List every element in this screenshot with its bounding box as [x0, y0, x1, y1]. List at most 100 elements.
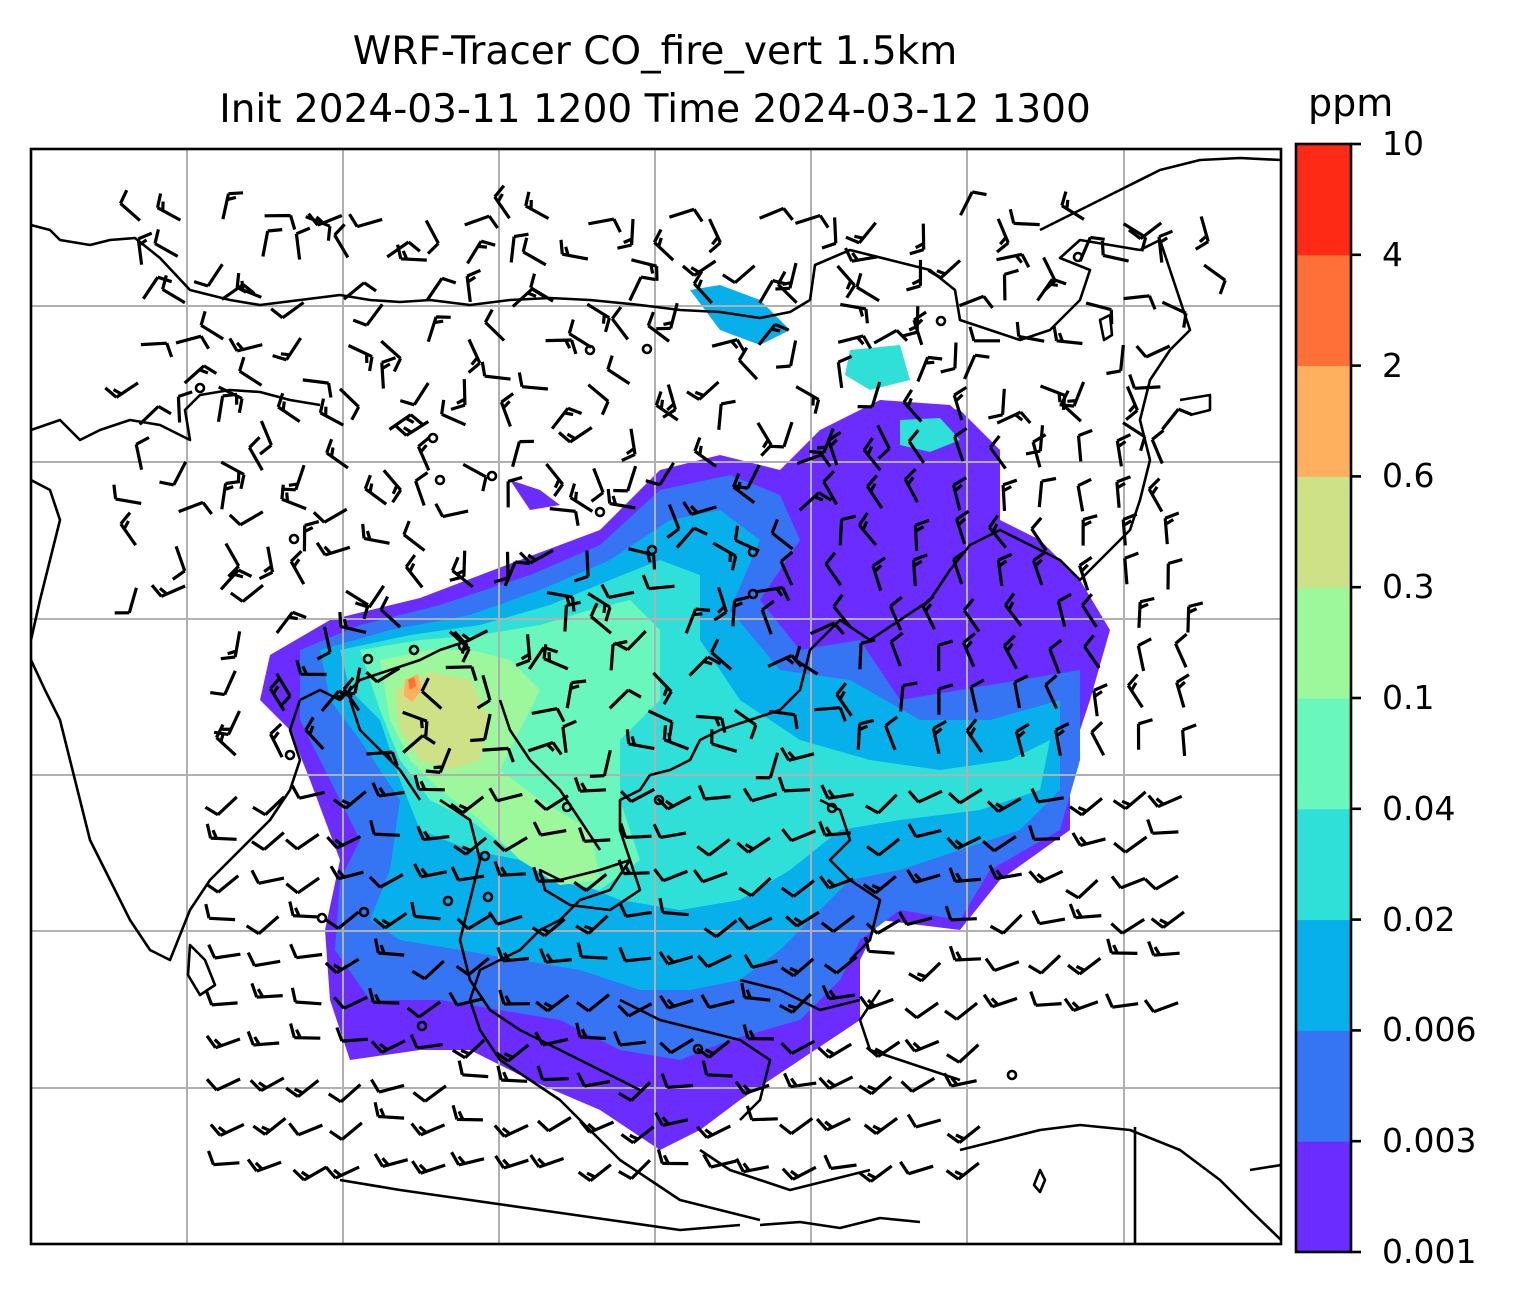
wind-barb — [865, 1040, 901, 1058]
wind-barb — [388, 413, 424, 431]
wind-barb — [866, 837, 901, 857]
wind-barb — [1157, 229, 1174, 263]
wind-barb — [563, 600, 581, 632]
wind-barb — [576, 942, 608, 960]
colorbar-tick-label: 0.02 — [1382, 899, 1456, 939]
wind-barb — [619, 823, 652, 839]
wind-barb — [610, 306, 630, 341]
wind-barb — [250, 869, 285, 885]
wind-barb — [326, 835, 362, 850]
wind-barb — [740, 982, 771, 1002]
wind-barb — [662, 725, 690, 751]
wind-barb — [621, 428, 637, 462]
wind-barb — [539, 948, 572, 964]
wind-barb — [953, 426, 968, 462]
colorbar-unit-label: ppm — [1308, 81, 1394, 125]
wind-barb — [916, 355, 943, 383]
wind-barb — [646, 311, 671, 343]
wind-barb — [668, 207, 704, 223]
wind-barb — [409, 1033, 443, 1050]
wind-barb — [921, 594, 936, 630]
wind-barb — [1044, 674, 1059, 710]
wind-barb — [568, 483, 594, 513]
wind-barb — [1143, 874, 1179, 891]
wind-barb — [1100, 240, 1129, 263]
wind-barb — [136, 231, 153, 265]
wind-barb — [1092, 683, 1108, 717]
wind-barb — [1004, 592, 1023, 627]
wind-barb — [832, 593, 852, 628]
wind-barb — [495, 1043, 530, 1063]
wind-barb — [775, 340, 798, 369]
wind-barb — [656, 302, 679, 331]
wind-barb — [871, 556, 887, 592]
wind-barb — [1037, 476, 1057, 508]
wind-barb — [1068, 903, 1102, 920]
wind-barb — [382, 469, 403, 504]
wind-barb — [658, 897, 689, 917]
wind-barb — [962, 632, 976, 668]
wind-barb — [908, 961, 942, 983]
colorbar-tick-label: 4 — [1382, 234, 1403, 274]
wind-barb — [906, 1113, 942, 1129]
wind-barb — [889, 595, 903, 631]
wind-barb — [288, 901, 320, 919]
wind-barb — [1013, 674, 1029, 709]
wind-barb — [587, 383, 610, 416]
wind-barb — [161, 274, 186, 305]
wind-barb — [561, 719, 577, 753]
wind-barb — [515, 634, 532, 667]
wind-barb — [600, 583, 635, 599]
wind-barb — [873, 329, 909, 345]
wind-barb — [249, 1076, 285, 1093]
wind-barb — [905, 259, 923, 292]
wind-barb — [768, 709, 799, 730]
wind-barb — [692, 869, 728, 884]
wind-barb — [844, 247, 878, 263]
wind-barb — [205, 874, 240, 894]
wind-barb — [857, 381, 882, 409]
wind-barb — [1110, 918, 1146, 935]
wind-barb — [465, 268, 482, 303]
wind-barb — [368, 873, 404, 889]
wind-barb — [1031, 909, 1066, 926]
wind-barb — [912, 310, 927, 346]
wind-barb — [656, 1148, 689, 1166]
wind-barb — [1161, 407, 1193, 431]
wind-barb — [329, 865, 364, 881]
wind-barb — [1002, 634, 1019, 670]
wind-barb — [275, 610, 307, 634]
wind-barb — [1071, 832, 1106, 847]
wind-barb — [1106, 938, 1138, 955]
wind-barb — [835, 682, 853, 717]
colorbar-tick-label: 0.04 — [1382, 788, 1456, 828]
wind-barb — [488, 787, 523, 803]
wind-barb — [1194, 216, 1210, 251]
wind-barb — [199, 310, 225, 341]
wind-barb — [509, 232, 529, 263]
wind-barb — [907, 429, 926, 464]
wind-barb — [796, 453, 832, 468]
wind-barb — [535, 993, 570, 1013]
wind-barb — [573, 550, 590, 583]
wind-barb — [735, 1157, 770, 1174]
wind-barb — [942, 1072, 977, 1088]
wind-barb — [289, 549, 306, 585]
wind-barb — [1028, 869, 1064, 884]
wind-barb — [1090, 721, 1106, 757]
wind-barb — [818, 821, 851, 837]
wind-barb — [654, 1111, 689, 1127]
wind-barb — [248, 436, 264, 471]
wind-barb — [686, 380, 720, 401]
wind-barb — [927, 259, 962, 280]
wind-barb — [717, 399, 736, 430]
wind-barb — [866, 474, 884, 509]
wind-barb — [217, 385, 244, 414]
wind-barb — [498, 989, 531, 1006]
wind-barb — [480, 361, 511, 381]
wind-barb — [780, 1039, 816, 1055]
wind-barb — [176, 390, 193, 423]
wind-barb — [464, 214, 500, 229]
wind-barb — [1146, 818, 1179, 835]
wind-barb — [606, 355, 631, 386]
